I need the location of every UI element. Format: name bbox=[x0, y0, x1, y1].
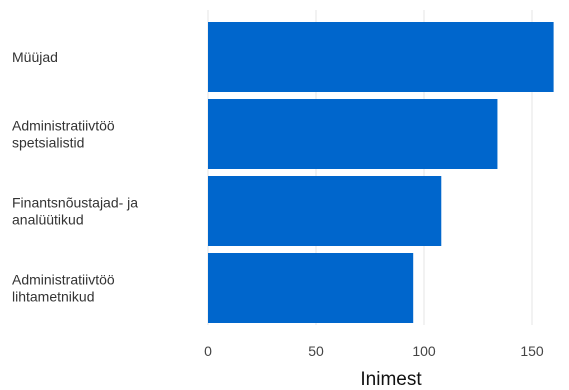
category-label-line: Administratiivtöö bbox=[12, 272, 115, 288]
category-label: Finantsnõustajad- ja analüütikud bbox=[12, 195, 138, 228]
category-label: Administratiivtöö spetsialistid bbox=[12, 118, 115, 151]
x-axis-title: Inimest bbox=[360, 369, 422, 390]
category-label-line: Finantsnõustajad- ja bbox=[12, 195, 138, 211]
category-label-line: analüütikud bbox=[12, 212, 84, 228]
x-tick-label: 150 bbox=[520, 343, 544, 359]
category-label-line: Müüjad bbox=[12, 49, 58, 65]
bar bbox=[208, 176, 442, 246]
x-tick-label: 0 bbox=[204, 343, 212, 359]
x-tick-labels: 0 50 100 150 bbox=[204, 343, 544, 359]
x-tick-label: 50 bbox=[308, 343, 324, 359]
x-tick-label: 100 bbox=[412, 343, 436, 359]
category-label: Müüjad bbox=[12, 49, 58, 65]
category-label-line: lihtametnikud bbox=[12, 289, 95, 305]
category-label-line: spetsialistid bbox=[12, 135, 84, 151]
category-label-line: Administratiivtöö bbox=[12, 118, 115, 134]
bar bbox=[208, 253, 414, 323]
category-label: Administratiivtöö lihtametnikud bbox=[12, 272, 115, 305]
bar bbox=[208, 22, 554, 92]
bars bbox=[208, 22, 554, 323]
bar bbox=[208, 99, 498, 169]
